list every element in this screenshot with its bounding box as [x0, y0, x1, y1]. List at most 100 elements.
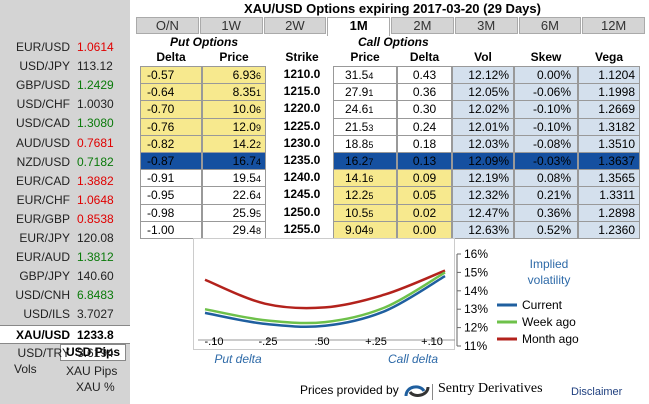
cell-pprice[interactable]: 29.48	[202, 220, 266, 239]
cell-value: 24.6	[345, 102, 369, 117]
series-line-current	[204, 275, 446, 328]
cell-vol[interactable]: 12.09%	[452, 152, 514, 171]
cell-pdelta[interactable]: -0.70	[140, 100, 202, 119]
tab-12m[interactable]: 12M	[582, 17, 645, 34]
cell-vol[interactable]: 12.01%	[452, 117, 514, 136]
cell-pprice[interactable]: 12.09	[202, 117, 266, 136]
currency-pair-usd-chf[interactable]: USD/CHF 1.0030	[0, 95, 130, 114]
cell-cprice[interactable]: 9.049	[333, 220, 397, 239]
tab-2w[interactable]: 2W	[263, 17, 327, 34]
cell-cdelta[interactable]: 0.13	[397, 152, 452, 171]
skew-header: Skew	[530, 50, 562, 64]
currency-pair-usd-cnh[interactable]: USD/CNH 6.8483	[0, 286, 130, 305]
cell-value: 12.0	[232, 119, 256, 134]
cell-vol[interactable]: 12.03%	[452, 134, 514, 153]
cell-pdelta[interactable]: -1.00	[140, 220, 202, 239]
cell-pip-digit: 4	[368, 71, 374, 81]
cell-strike: 1215.0	[272, 83, 332, 101]
cell-pdelta[interactable]: -0.98	[140, 203, 202, 222]
cell-pprice[interactable]: 8.351	[202, 83, 266, 102]
cell-cprice[interactable]: 10.55	[333, 203, 397, 222]
pair-rate: 140.60	[77, 269, 114, 284]
currency-pair-usd-try[interactable]: USD/TRY 3.6194	[0, 344, 130, 363]
cell-pprice[interactable]: 19.54	[202, 169, 266, 188]
cell-vol[interactable]: 12.19%	[452, 169, 514, 188]
cell-value: 0.36%	[536, 205, 571, 220]
xau-pips-toggle[interactable]: XAU Pips	[66, 364, 118, 378]
cell-vega[interactable]: 1.3510	[578, 134, 640, 153]
cell-vega[interactable]: 1.3565	[578, 169, 640, 188]
tab-2m[interactable]: 2M	[391, 17, 454, 34]
y-tick-label: 12%	[464, 321, 488, 335]
currency-pair-eur-jpy[interactable]: EUR/JPY 120.08	[0, 229, 130, 248]
currency-pair-eur-usd[interactable]: EUR/USD 1.0614	[0, 38, 130, 57]
cell-value: 1.1204	[598, 68, 635, 82]
cell-vol[interactable]: 12.47%	[452, 203, 514, 222]
cell-pdelta[interactable]: -0.64	[140, 83, 202, 102]
cell-vega[interactable]: 1.2898	[578, 203, 640, 222]
cell-pip-digit: 9	[255, 122, 261, 133]
currency-pair-gbp-usd[interactable]: GBP/USD 1.2429	[0, 76, 130, 95]
tab-3m[interactable]: 3M	[454, 17, 518, 34]
cell-value: 1245.0	[283, 187, 321, 202]
currency-pair-eur-gbp[interactable]: EUR/GBP 0.8538	[0, 210, 130, 229]
cell-skew[interactable]: 0.21%	[514, 186, 578, 205]
cell-value: 0.05	[412, 188, 437, 203]
cell-vol[interactable]: 12.05%	[452, 83, 514, 102]
tab-on[interactable]: O/N	[136, 17, 199, 34]
cell-skew[interactable]: 0.52%	[514, 220, 578, 239]
cell-cdelta[interactable]: 0.05	[397, 186, 452, 205]
cell-vol[interactable]: 12.02%	[452, 100, 514, 119]
cell-value: 1.3182	[598, 119, 635, 134]
currency-pair-usd-jpy[interactable]: USD/JPY 113.12	[0, 57, 130, 76]
currency-pair-gbp-jpy[interactable]: GBP/JPY 140.60	[0, 267, 130, 286]
cell-pdelta[interactable]: -0.87	[140, 152, 202, 171]
cell-vega[interactable]: 1.1998	[578, 83, 640, 102]
cell-vega[interactable]: 1.2360	[578, 220, 640, 239]
usd-pips-toggle[interactable]: USD Pips	[60, 344, 126, 361]
cell-cdelta[interactable]: 0.43	[397, 66, 452, 85]
cell-pip-digit: 2	[255, 139, 261, 150]
cell-value: 1225.0	[283, 118, 321, 133]
pair-rate: 3.7027	[77, 307, 114, 322]
pair-name: AUD/USD	[15, 135, 70, 150]
currency-pair-usd-ils[interactable]: USD/ILS 3.7027	[0, 305, 130, 324]
cell-skew[interactable]: -0.10%	[514, 117, 578, 136]
cell-value: 18.8	[345, 136, 369, 151]
cell-vol[interactable]: 12.63%	[452, 220, 514, 239]
provider-name[interactable]: Sentry Derivatives	[438, 381, 543, 396]
tab-1w[interactable]: 1W	[199, 17, 263, 34]
legend-label: Current	[522, 298, 563, 312]
cell-pprice[interactable]: 22.64	[202, 186, 266, 205]
currency-pair-eur-aud[interactable]: EUR/AUD 1.3812	[0, 248, 130, 267]
xau-percent-toggle[interactable]: XAU %	[76, 380, 115, 394]
cell-pprice[interactable]: 16.74	[202, 152, 266, 171]
currency-pair-eur-cad[interactable]: EUR/CAD 1.3882	[0, 172, 130, 191]
put-price-header: Price	[219, 50, 249, 64]
cell-skew[interactable]: -0.06%	[514, 83, 578, 102]
disclaimer-link[interactable]: Disclaimer	[571, 386, 623, 398]
cell-cdelta[interactable]: 0.18	[397, 134, 452, 153]
currency-pair-nzd-usd[interactable]: NZD/USD 0.7182	[0, 153, 130, 172]
cell-cprice[interactable]: 27.91	[333, 83, 397, 102]
cell-vega[interactable]: 1.2669	[578, 100, 640, 119]
x-tick-label: -.25	[259, 336, 278, 348]
cell-value: 1235.0	[283, 153, 321, 167]
cell-value: 10.5	[345, 205, 369, 220]
cell-cprice[interactable]: 31.54	[333, 66, 397, 85]
tab-1m[interactable]: 1M	[327, 17, 390, 36]
cell-vega[interactable]: 1.3182	[578, 117, 640, 136]
cell-vega[interactable]: 1.3311	[578, 186, 640, 205]
currency-pair-eur-chf[interactable]: EUR/CHF 1.0648	[0, 191, 130, 210]
tab-6m[interactable]: 6M	[518, 17, 582, 34]
cell-strike: 1210.0	[272, 66, 332, 84]
cell-cprice[interactable]: 21.53	[333, 117, 397, 136]
cell-value: 0.30	[412, 102, 437, 117]
cell-cprice[interactable]: 16.27	[333, 152, 397, 171]
cell-pprice[interactable]: 10.06	[202, 100, 266, 119]
currency-pair-aud-usd[interactable]: AUD/USD 0.7681	[0, 134, 130, 153]
cell-value: 29.4	[232, 222, 256, 237]
currency-pair-xau-usd[interactable]: XAU/USD 1233.8	[0, 325, 130, 344]
cell-strike: 1235.0	[272, 152, 332, 170]
currency-pair-usd-cad[interactable]: USD/CAD 1.3080	[0, 114, 130, 133]
